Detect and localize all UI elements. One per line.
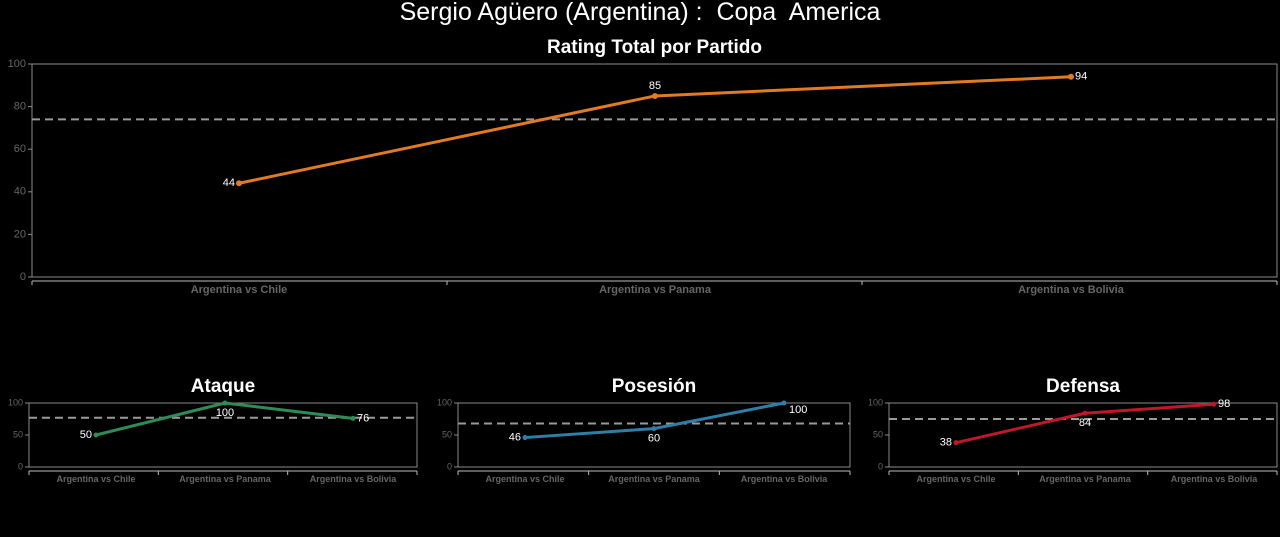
total-value-label: 94 [1075,71,1087,83]
posesion-data-point[interactable] [781,400,787,406]
ataque-category-label: Argentina vs Panama [179,474,272,484]
main-title: Sergio Agüero (Argentina) : Copa America [399,0,881,26]
ataque-value-label: 100 [216,407,234,419]
total-category-label: Argentina vs Bolivia [1018,284,1125,296]
total-chart-title: Rating Total por Partido [547,37,762,58]
posesion-value-label: 60 [648,433,660,445]
defensa-value-label: 84 [1079,417,1091,429]
ataque-y-tick-label: 50 [13,429,23,439]
ataque-chart-title: Ataque [191,376,255,397]
total-value-label: 44 [223,177,235,189]
defensa-value-label: 38 [940,437,952,449]
total-y-tick-label: 0 [20,271,26,283]
defensa-category-label: Argentina vs Chile [916,474,995,484]
ataque-category-label: Argentina vs Chile [56,474,135,484]
ataque-data-point[interactable] [222,400,228,406]
total-plot-frame [31,63,1278,278]
defensa-y-tick-label: 100 [868,397,883,407]
ataque-value-label: 76 [357,412,369,424]
defensa-category-label: Argentina vs Panama [1039,474,1132,484]
ataque-data-point[interactable] [350,415,356,421]
defensa-chart-title: Defensa [1046,376,1120,397]
ataque-y-tick-label: 100 [8,397,23,407]
defensa-y-tick-label: 50 [873,429,883,439]
total-category-label: Argentina vs Chile [191,284,288,296]
total-data-point[interactable] [652,92,658,99]
posesion-y-tick-label: 0 [447,461,452,471]
posesion-y-tick-label: 50 [442,429,452,439]
ataque-category-label: Argentina vs Bolivia [310,474,398,484]
posesion-value-label: 100 [789,404,807,416]
posesion-category-label: Argentina vs Chile [485,474,564,484]
total-y-tick-label: 80 [14,101,26,113]
ataque-data-point[interactable] [93,432,99,438]
defensa-y-tick-label: 0 [878,461,883,471]
posesion-category-label: Argentina vs Panama [608,474,701,484]
posesion-category-label: Argentina vs Bolivia [741,474,829,484]
total-data-point[interactable] [1068,73,1074,80]
defensa-value-label: 98 [1218,398,1230,410]
total-y-tick-label: 40 [14,186,26,198]
posesion-value-label: 46 [509,431,521,443]
defensa-data-point[interactable] [953,440,959,446]
total-y-tick-label: 20 [14,228,26,240]
posesion-chart-title: Posesión [612,376,696,397]
posesion-data-point[interactable] [522,435,528,441]
defensa-category-label: Argentina vs Bolivia [1171,474,1259,484]
defensa-data-point[interactable] [1082,410,1088,416]
posesion-y-tick-label: 100 [437,397,452,407]
ataque-y-tick-label: 0 [18,461,23,471]
total-category-label: Argentina vs Panama [599,284,712,296]
defensa-data-point[interactable] [1211,401,1217,407]
total-y-tick-label: 60 [14,143,26,155]
total-data-point[interactable] [236,180,242,187]
total-value-label: 85 [649,80,661,92]
total-series-line [238,75,1072,185]
total-y-tick-label: 100 [8,58,26,70]
ataque-value-label: 50 [80,429,92,441]
posesion-data-point[interactable] [651,426,657,432]
